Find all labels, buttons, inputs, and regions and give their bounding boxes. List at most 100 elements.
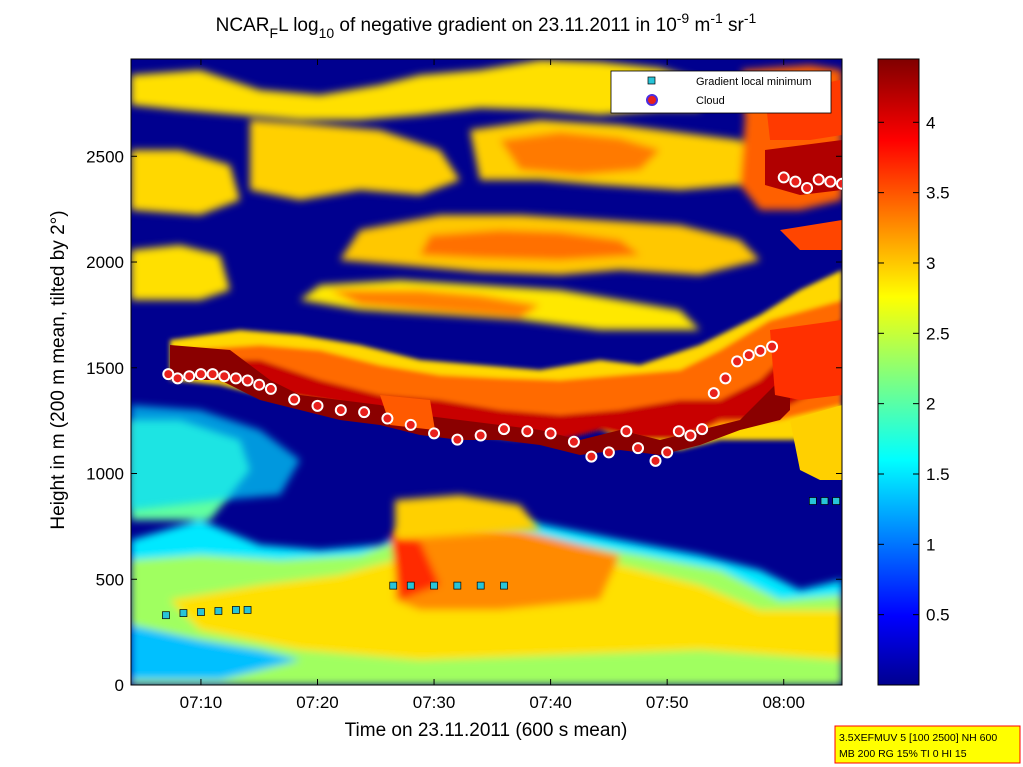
plot-area xyxy=(130,58,843,686)
plot-frame xyxy=(130,58,843,686)
cloud-marker xyxy=(428,427,441,440)
cloud-marker xyxy=(544,427,557,440)
gradient-min-marker xyxy=(232,606,240,614)
cloud-marker xyxy=(474,429,487,442)
cloud-marker xyxy=(789,175,802,188)
cloud-marker xyxy=(451,433,464,446)
x-axis-label: Time on 23.11.2011 (600 s mean) xyxy=(345,720,628,741)
gradient-min-marker xyxy=(820,497,829,505)
annotation-box xyxy=(834,725,1021,764)
legend: Gradient local minimum Cloud xyxy=(610,70,832,114)
cloud-marker xyxy=(194,368,207,381)
cloud-marker xyxy=(183,370,196,383)
cloud-marker xyxy=(684,429,697,442)
colorbar-tick-label: 4 xyxy=(926,113,935,132)
cloud-marker xyxy=(766,340,779,353)
parameter-annotation: 3.5XEFMUV 5 [100 2500] NH 600 MB 200 RG … xyxy=(834,725,1021,764)
gradient-min-marker xyxy=(832,497,841,505)
x-tick-label: 07:50 xyxy=(646,693,689,712)
cloud-marker xyxy=(731,355,744,368)
gradient-min-marker xyxy=(197,608,205,616)
colorbar-tick-label: 1 xyxy=(926,535,935,554)
y-tick-label: 1000 xyxy=(86,465,124,484)
colorbar-tick-label: 0.5 xyxy=(926,606,950,625)
legend-marker-cloud xyxy=(646,94,658,106)
gradient-min-marker xyxy=(476,581,485,590)
cloud-marker xyxy=(777,171,790,184)
x-tick-label: 07:20 xyxy=(296,693,339,712)
legend-marker-gradient-min xyxy=(647,76,656,85)
cloud-marker xyxy=(253,378,266,391)
y-tick-label: 2000 xyxy=(86,253,124,272)
cloud-marker xyxy=(311,399,324,412)
cloud-marker xyxy=(171,372,184,385)
colorbar-ticks: 0.5 1 1.5 2 2.5 3 3.5 4 xyxy=(878,113,950,625)
gradient-min-marker xyxy=(809,497,817,505)
y-tick-label: 2500 xyxy=(86,147,124,166)
gradient-min-marker xyxy=(243,606,252,614)
x-tick-label: 08:00 xyxy=(762,693,805,712)
x-tick-label: 07:30 xyxy=(413,693,456,712)
x-tick-label: 07:10 xyxy=(180,693,223,712)
legend-label-cloud: Cloud xyxy=(696,95,725,107)
colorbar-tick-label: 2 xyxy=(926,395,935,414)
gradient-min-marker xyxy=(453,581,462,590)
legend-label-gradient-min: Gradient local minimum xyxy=(696,76,812,88)
cloud-marker xyxy=(649,454,662,467)
colorbar-tick-label: 2.5 xyxy=(926,324,950,343)
y-tick-label: 1500 xyxy=(86,359,124,378)
cloud-marker xyxy=(836,177,842,190)
gradient-min-marker xyxy=(500,581,508,590)
gradient-min-marker xyxy=(214,607,223,615)
gradient-min-marker xyxy=(430,581,438,590)
colorbar-gradient xyxy=(877,58,920,686)
gradient-min-marker xyxy=(406,581,415,590)
cloud-marker xyxy=(497,423,510,436)
colorbar: 0.5 1 1.5 2 2.5 3 3.5 4 xyxy=(877,58,950,686)
cloud-marker xyxy=(754,344,767,357)
cloud-marker xyxy=(218,370,231,383)
cloud-marker xyxy=(334,404,347,417)
annotation-line-2: MB 200 RG 15% TI 0 HI 15 xyxy=(839,748,967,760)
cloud-marker xyxy=(241,374,254,387)
y-tick-label: 500 xyxy=(96,570,124,589)
cloud-marker xyxy=(381,412,394,425)
colorbar-tick-label: 3 xyxy=(926,254,935,273)
colorbar-tick-label: 1.5 xyxy=(926,465,950,484)
cloud-marker xyxy=(707,387,720,400)
cloud-marker xyxy=(672,425,685,438)
cloud-marker xyxy=(288,393,301,406)
cloud-marker xyxy=(661,446,674,459)
cloud-marker xyxy=(632,442,645,455)
cloud-marker xyxy=(742,349,755,362)
colorbar-tick-label: 3.5 xyxy=(926,184,950,203)
cloud-marker xyxy=(812,173,825,186)
x-tick-label: 07:40 xyxy=(529,693,572,712)
cloud-marker xyxy=(801,182,814,195)
y-tick-label: 0 xyxy=(115,676,124,695)
cloud-marker xyxy=(824,175,837,188)
x-axis: 07:10 07:20 07:30 07:40 07:50 08:00 xyxy=(180,59,805,712)
gradient-min-marker xyxy=(162,611,170,620)
cloud-marker xyxy=(264,382,277,395)
cloud-marker xyxy=(162,368,175,381)
gradient-min-marker xyxy=(179,609,188,617)
cloud-marker xyxy=(206,368,219,381)
y-axis: 0 500 1000 1500 2000 2500 xyxy=(86,147,842,695)
chart-title: NCARFL log10 of negative gradient on 23.… xyxy=(216,10,757,41)
cloud-marker xyxy=(585,450,598,463)
annotation-line-1: 3.5XEFMUV 5 [100 2500] NH 600 xyxy=(839,732,997,744)
cloud-marker xyxy=(620,425,633,438)
y-axis-label: Height in m (200 m mean, tilted by 2°) xyxy=(48,210,69,529)
cloud-marker xyxy=(567,435,580,448)
cloud-marker xyxy=(358,406,371,419)
cloud-marker xyxy=(404,418,417,431)
cloud-marker xyxy=(229,372,242,385)
cloud-marker xyxy=(521,425,534,438)
gradient-min-marker xyxy=(389,581,398,590)
cloud-marker xyxy=(602,446,615,459)
cloud-marker xyxy=(719,372,732,385)
heatmap-field xyxy=(131,60,842,685)
markers xyxy=(162,171,842,620)
